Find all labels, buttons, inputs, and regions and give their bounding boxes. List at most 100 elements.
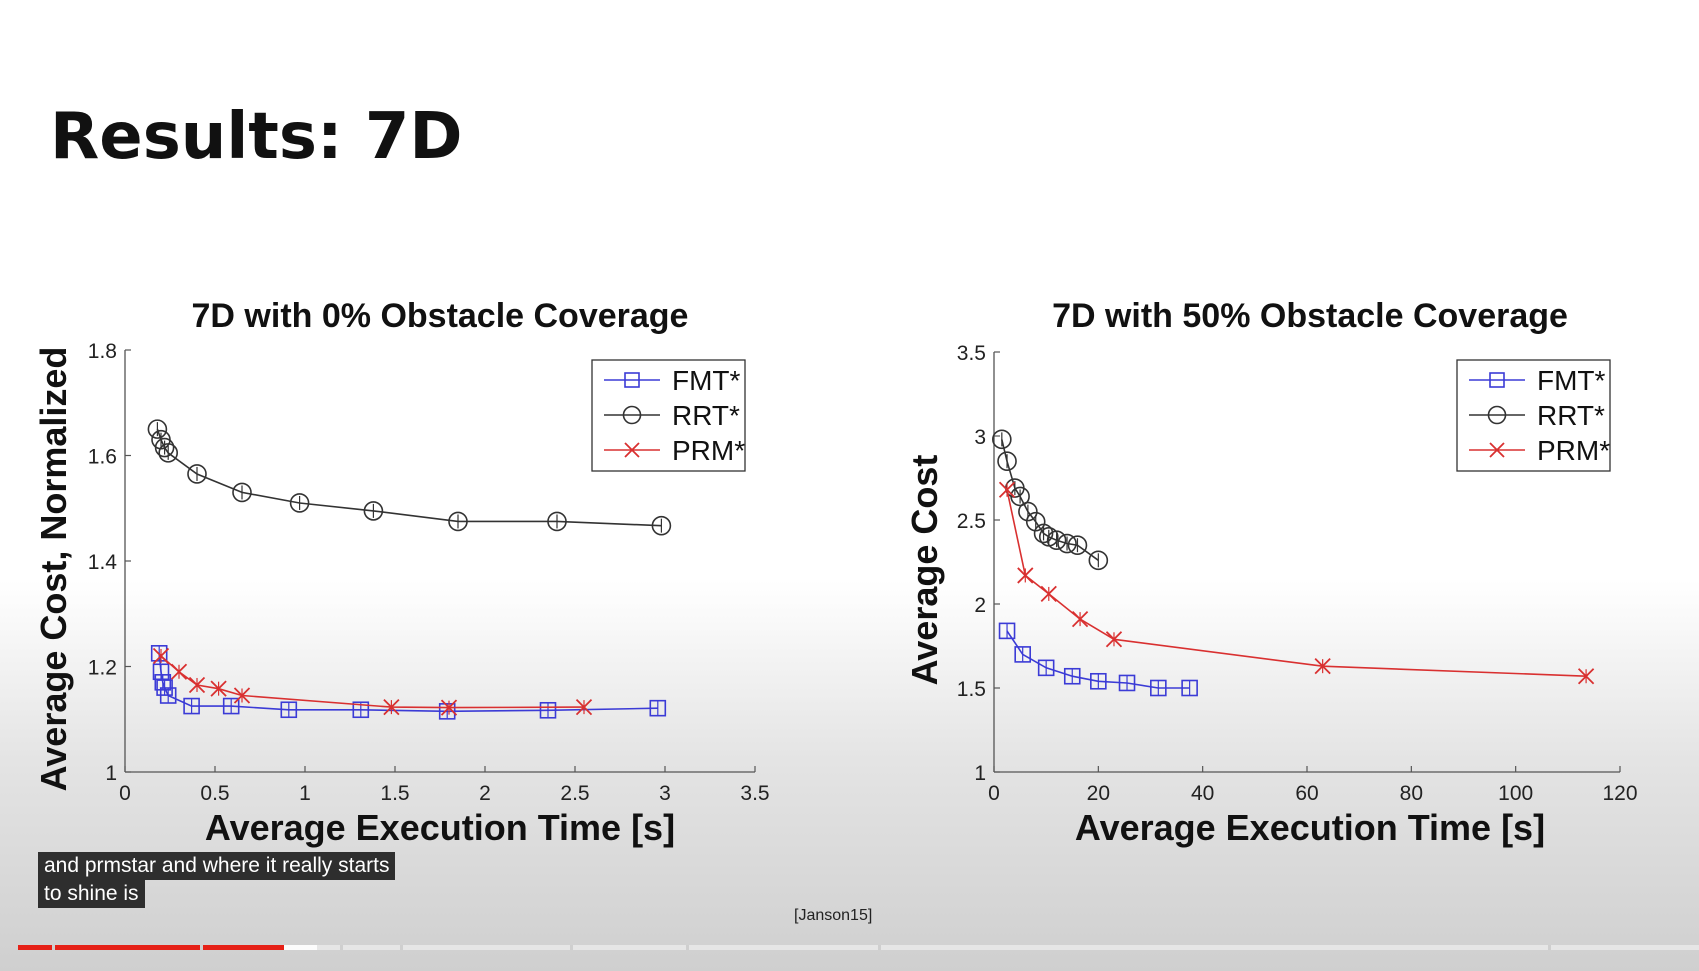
y-axis-label: Average Cost, Normalized xyxy=(33,347,74,792)
chapter-marker xyxy=(340,945,343,950)
data-point xyxy=(147,419,168,439)
data-point xyxy=(1063,667,1081,685)
chapter-marker xyxy=(686,945,689,950)
charts-canvas: 7D with 0% Obstacle Coverage 0 0.5 1 1.5 2 2.5… xyxy=(33,297,1638,848)
series-prmstar xyxy=(152,647,593,716)
y-tick-label: 3.5 xyxy=(957,342,986,365)
caption-line-2: to shine is xyxy=(38,880,145,908)
legend-label: PRM* xyxy=(1537,435,1610,466)
chart-50-obstacle: 7D with 50% Obstacle Coverage 0 20 40 60 80 10… xyxy=(904,297,1638,848)
x-tick-label: 80 xyxy=(1400,782,1423,805)
data-point xyxy=(998,622,1016,640)
data-point xyxy=(1088,550,1109,571)
chart-title: 7D with 0% Obstacle Coverage xyxy=(192,297,689,335)
legend-marker xyxy=(622,405,642,425)
legend-marker xyxy=(624,442,640,458)
x-tick-label: 1 xyxy=(299,782,311,805)
chapter-marker xyxy=(570,945,573,950)
series-line xyxy=(1006,630,1190,689)
data-point xyxy=(352,701,370,719)
x-axis-label: Average Execution Time [s] xyxy=(1075,807,1545,848)
data-point xyxy=(1150,679,1167,697)
y-tick-label: 1 xyxy=(974,762,986,785)
y-tick-label: 1.4 xyxy=(88,551,118,574)
data-point xyxy=(1105,631,1123,648)
data-point xyxy=(363,501,384,521)
data-point xyxy=(188,676,206,694)
y-axis-label: Average Cost xyxy=(904,455,945,686)
legend-marker xyxy=(624,372,640,388)
legend: FMT* RRT* PRM* xyxy=(1456,359,1611,472)
video-progress-bar[interactable] xyxy=(18,945,1699,950)
chapter-marker xyxy=(52,945,55,950)
data-point xyxy=(438,703,456,720)
x-tick-label: 60 xyxy=(1295,782,1318,805)
chapter-marker xyxy=(200,945,203,950)
chapter-marker xyxy=(878,945,881,950)
legend: FMT* RRT* PRM* xyxy=(591,359,746,472)
data-point xyxy=(440,699,458,716)
data-point xyxy=(992,429,1012,450)
series-line xyxy=(1001,439,1099,561)
x-tick-label: 0 xyxy=(119,782,131,805)
data-point xyxy=(1118,674,1136,692)
data-point xyxy=(152,663,170,681)
series-line xyxy=(156,428,662,527)
data-point xyxy=(1046,530,1067,550)
series-rrtstar xyxy=(147,419,672,536)
y-tick-label: 1 xyxy=(105,762,117,785)
series-fmtstar xyxy=(998,622,1198,697)
slide-title: Results: 7D xyxy=(50,100,463,174)
data-point xyxy=(232,482,252,503)
legend-marker xyxy=(1489,372,1505,388)
x-tick-label: 40 xyxy=(1191,782,1214,805)
progress-played xyxy=(18,945,284,950)
x-tick-label: 3.5 xyxy=(740,782,769,805)
x-tick-label: 0.5 xyxy=(200,782,229,805)
x-tick-label: 3 xyxy=(659,782,671,805)
data-point xyxy=(1314,658,1331,675)
data-point xyxy=(159,687,177,704)
y-tick-label: 1.8 xyxy=(88,340,117,363)
y-tick-label: 1.5 xyxy=(957,678,986,701)
data-point xyxy=(1057,533,1077,554)
x-tick-label: 2 xyxy=(479,782,491,805)
legend-marker xyxy=(1487,405,1507,425)
data-point xyxy=(158,443,178,463)
y-tick-label: 1.2 xyxy=(88,657,117,680)
x-tick-label: 100 xyxy=(1498,782,1533,805)
series-line xyxy=(1006,489,1587,677)
data-point xyxy=(289,493,310,513)
caption-line-1: and prmstar and where it really starts xyxy=(38,852,396,880)
data-point xyxy=(150,645,168,662)
data-point xyxy=(997,451,1017,472)
data-point xyxy=(649,699,667,717)
data-point xyxy=(1010,486,1030,507)
series-line xyxy=(158,653,658,713)
data-point xyxy=(170,663,188,680)
data-point xyxy=(222,697,240,715)
legend-marker xyxy=(1489,442,1505,458)
chapter-marker xyxy=(400,945,403,950)
data-point xyxy=(1090,672,1107,690)
series-rrtstar xyxy=(992,429,1109,571)
data-point xyxy=(1014,646,1031,663)
legend-label: FMT* xyxy=(1537,365,1606,396)
data-point xyxy=(280,701,298,719)
legend-label: PRM* xyxy=(672,435,745,466)
data-point xyxy=(154,437,175,458)
data-point xyxy=(1040,585,1057,603)
data-point xyxy=(187,464,207,484)
chapter-marker xyxy=(1548,945,1551,950)
y-tick-label: 1.6 xyxy=(88,446,117,469)
y-tick-label: 2 xyxy=(974,594,986,617)
x-axis-label: Average Execution Time [s] xyxy=(205,807,675,848)
data-point xyxy=(1577,668,1595,685)
data-point xyxy=(448,511,468,532)
x-tick-label: 20 xyxy=(1087,782,1110,805)
y-tick-label: 3 xyxy=(974,426,986,449)
data-point xyxy=(998,481,1016,498)
data-point xyxy=(233,687,251,704)
data-point xyxy=(1067,535,1088,556)
